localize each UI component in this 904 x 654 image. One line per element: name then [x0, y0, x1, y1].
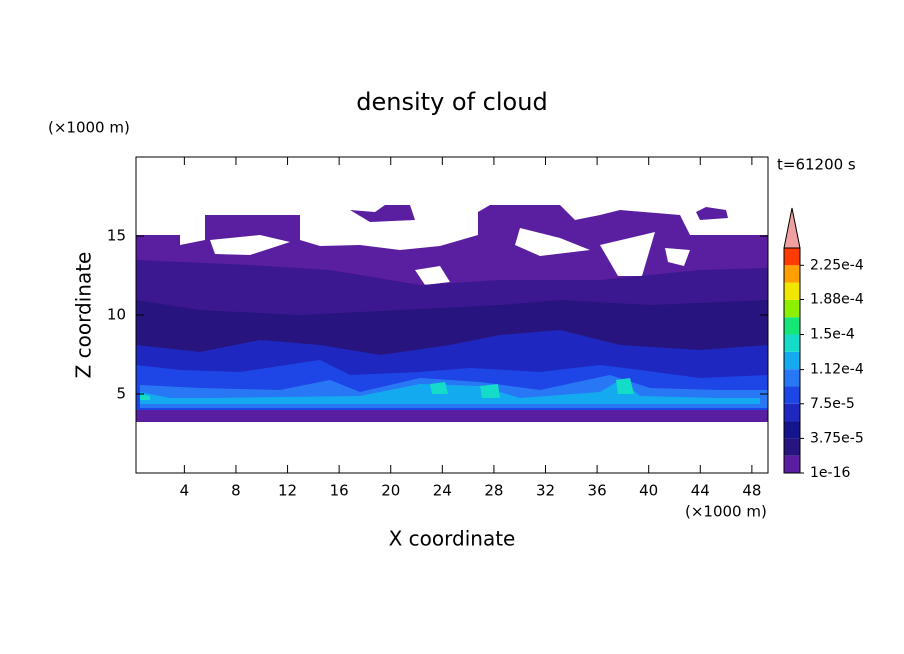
colorbar-band: [784, 369, 800, 387]
x-tick-label: 48: [742, 482, 761, 500]
contour-field: [136, 205, 768, 422]
x-tick-label: 36: [588, 482, 607, 500]
colorbar-label: 3.75e-5: [810, 430, 864, 446]
chart-title: density of cloud: [356, 88, 547, 116]
x-unit: (×1000 m): [685, 503, 767, 521]
colorbar-band: [784, 403, 800, 422]
x-tick-label: 12: [278, 482, 297, 500]
colorbar-band: [784, 265, 800, 283]
x-tick-label: 24: [433, 482, 452, 500]
colorbar-extend: [783, 207, 801, 249]
colorbar-band: [784, 438, 800, 456]
colorbar-band: [784, 334, 800, 352]
colorbar-frame: [783, 247, 801, 474]
colorbar-band: [784, 351, 800, 370]
y-axis-label: Z coordinate: [72, 252, 96, 379]
colorbar-band: [784, 317, 800, 335]
contour-fill: [140, 394, 150, 400]
x-axis-label: X coordinate: [389, 527, 516, 551]
contour-fill: [480, 384, 500, 398]
y-tick-label: 5: [116, 385, 126, 403]
contour-fill: [350, 205, 415, 222]
colorbar-label: 1.88e-4: [810, 291, 864, 307]
x-tick-label: 40: [639, 482, 658, 500]
contour-hole: [600, 232, 655, 276]
colorbar-band: [784, 455, 800, 473]
colorbar-band: [784, 421, 800, 439]
x-tick-label: 32: [536, 482, 555, 500]
colorbar-band: [784, 299, 800, 318]
contour-fill: [616, 378, 634, 394]
colorbar-band: [784, 282, 800, 300]
contour-fill: [696, 207, 728, 220]
colorbar-label: 2.25e-4: [810, 257, 864, 273]
x-tick-label: 4: [180, 482, 190, 500]
contour-hole: [210, 235, 290, 255]
colorbar-label: 7.5e-5: [810, 396, 855, 412]
y-tick-label: 15: [107, 227, 126, 245]
colorbar-band: [784, 248, 800, 266]
annotation: t=61200 s: [777, 156, 856, 174]
x-tick-label: 16: [330, 482, 349, 500]
x-tick-label: 20: [381, 482, 400, 500]
contour-fill: [136, 410, 768, 422]
y-unit: (×1000 m): [48, 119, 130, 137]
x-tick-label: 8: [231, 482, 241, 500]
contour-hole: [515, 228, 590, 256]
contour-hole: [415, 266, 450, 285]
contour-hole: [665, 248, 690, 266]
colorbar-label: 1.5e-4: [810, 327, 855, 343]
colorbar-band: [784, 386, 800, 404]
colorbar-label: 1e-16: [810, 465, 850, 481]
x-tick-label: 44: [691, 482, 710, 500]
colorbar-label: 1.12e-4: [810, 362, 864, 378]
contour-fill: [430, 382, 448, 394]
y-tick-label: 10: [107, 306, 126, 324]
x-tick-label: 28: [484, 482, 503, 500]
contour-fill: [140, 380, 760, 404]
